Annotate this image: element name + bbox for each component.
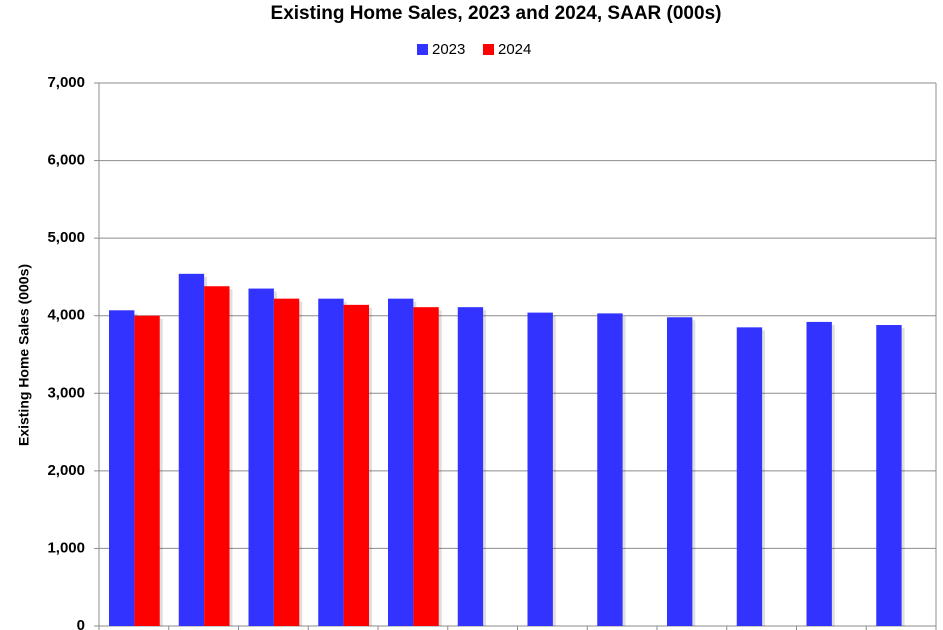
bar [876, 325, 902, 626]
y-tick-label: 5,000 [47, 229, 85, 246]
bar [248, 288, 274, 626]
legend-label: 2023 [432, 41, 465, 58]
bar [806, 321, 832, 626]
y-tick-label: 6,000 [47, 152, 85, 169]
bar [343, 304, 369, 626]
bar [134, 315, 160, 626]
bar [597, 313, 623, 626]
bar [204, 286, 230, 626]
y-tick-label: 7,000 [47, 74, 85, 91]
y-tick-label: 4,000 [47, 307, 85, 324]
bar [109, 310, 135, 626]
legend-swatch [483, 44, 494, 55]
legend-label: 2024 [498, 41, 531, 58]
bar [527, 312, 553, 626]
y-tick-label: 2,000 [47, 462, 85, 479]
y-axis-title: Existing Home Sales (000s) [16, 264, 32, 446]
bar [667, 317, 693, 626]
y-tick-label: 3,000 [47, 384, 85, 401]
bar [736, 327, 763, 626]
chart-title: Existing Home Sales, 2023 and 2024, SAAR… [271, 3, 722, 24]
bar [457, 307, 484, 626]
bar [413, 307, 439, 626]
bar [178, 273, 205, 626]
y-tick-label: 0 [77, 617, 85, 630]
y-tick-label: 1,000 [47, 539, 85, 556]
legend-swatch [417, 44, 428, 55]
bar [273, 298, 300, 626]
bar [318, 298, 344, 626]
bar [388, 298, 414, 626]
legend: 2023 2024 [417, 41, 531, 58]
